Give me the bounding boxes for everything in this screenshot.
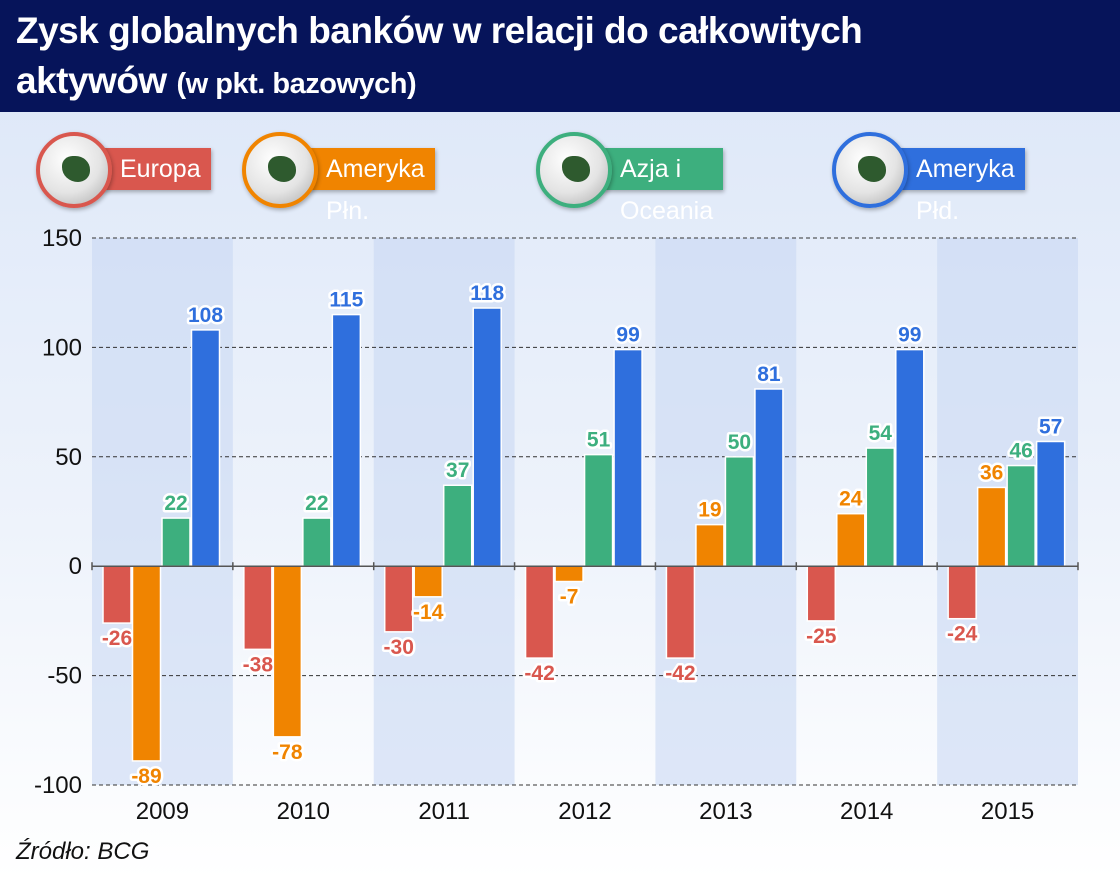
globe-asia-icon (536, 132, 612, 208)
data-label: 22 (164, 492, 187, 515)
bar-europa2011 (383, 565, 414, 633)
bar-ameryka-p-d-2014 (895, 348, 925, 567)
bar-ameryka-p-n-2014 (836, 512, 866, 567)
data-label: 24 (839, 488, 863, 511)
bar-ameryka-p-d-2010 (331, 313, 362, 567)
data-label: 118 (470, 282, 504, 305)
bar-ameryka-p-n-2009 (131, 565, 162, 762)
chart-title-unit: (w pkt. bazowych) (176, 68, 417, 100)
x-tick-label: 2015 (981, 798, 1034, 825)
data-label: 81 (757, 363, 781, 386)
data-label: 57 (1039, 415, 1062, 438)
y-tick-label: -100 (34, 772, 82, 799)
data-label: -78 (272, 741, 303, 764)
data-label: 50 (728, 431, 751, 454)
bar-ameryka-p-d-2011 (472, 307, 502, 567)
data-label: 54 (869, 422, 893, 445)
bar-ameryka-p-d-2009 (190, 329, 221, 567)
bar-ameryka-p-d-2013 (754, 388, 784, 567)
bar-europa2009 (102, 565, 132, 624)
source-note: Źródło: BCG (16, 838, 150, 865)
y-tick-label: 0 (69, 553, 82, 580)
data-label: -24 (947, 623, 978, 646)
bar-europa2013 (665, 565, 696, 659)
y-tick-label: 150 (42, 225, 82, 252)
data-label: -42 (524, 662, 554, 685)
band-2011 (373, 238, 515, 785)
data-label: -38 (243, 653, 274, 676)
bar-ameryka-p-d-2012 (613, 348, 643, 567)
chart-title-line2: aktywów (w pkt. bazowych) (16, 60, 417, 102)
data-label: 46 (1009, 440, 1032, 463)
chart-title-main: aktywów (16, 60, 167, 101)
bar-azja-i-oceania2015 (1006, 464, 1036, 567)
data-label: 22 (305, 492, 328, 515)
bar-europa2010 (243, 565, 273, 651)
bar-azja-i-oceania2013 (724, 456, 755, 567)
bar-azja-i-oceania2011 (442, 484, 473, 567)
x-tick-label: 2009 (136, 798, 189, 825)
y-tick-label: 100 (42, 334, 82, 361)
data-label: 51 (587, 429, 611, 452)
band-2015 (937, 238, 1078, 785)
data-label: 99 (616, 324, 639, 347)
bar-europa2012 (524, 565, 555, 659)
bar-azja-i-oceania2014 (865, 447, 896, 567)
bar-ameryka-p-n-2010 (272, 565, 303, 738)
data-label: -25 (806, 625, 837, 648)
bar-europa2014 (806, 565, 837, 622)
x-tick-label: 2013 (699, 798, 752, 825)
bar-azja-i-oceania2010 (302, 517, 332, 567)
y-tick-label: 50 (55, 444, 82, 471)
data-label: -30 (384, 636, 414, 659)
data-label: 37 (446, 459, 469, 482)
data-label: -26 (102, 627, 132, 650)
data-label: -42 (665, 662, 695, 685)
chart-title-line1: Zysk globalnych banków w relacji do całk… (16, 10, 863, 51)
bar-ameryka-p-d-2015 (1035, 440, 1066, 567)
data-label: -7 (560, 586, 579, 609)
data-label: 115 (329, 289, 363, 312)
data-label: -89 (131, 765, 161, 788)
x-tick-label: 2014 (840, 798, 893, 825)
x-tick-label: 2010 (277, 798, 330, 825)
band-2009 (92, 238, 233, 785)
globe-europe-icon (36, 132, 112, 208)
bar-ameryka-p-n-2011 (413, 565, 443, 598)
data-label: 99 (898, 324, 921, 347)
bar-ameryka-p-n-2015 (976, 486, 1007, 567)
bar-ameryka-p-n-2013 (695, 523, 725, 567)
data-label: -14 (413, 601, 444, 624)
bar-azja-i-oceania2012 (583, 453, 614, 567)
bar-europa2015 (947, 565, 977, 620)
y-tick-label: -50 (47, 663, 82, 690)
data-label: 108 (188, 304, 223, 327)
x-tick-label: 2012 (558, 798, 611, 825)
data-label: 19 (698, 499, 721, 522)
bar-azja-i-oceania2009 (161, 517, 191, 567)
data-label: 36 (980, 461, 1003, 484)
x-tick-label: 2011 (418, 798, 470, 825)
title-bar: Zysk globalnych banków w relacji do całk… (0, 0, 1120, 112)
globe-north-america-icon (242, 132, 318, 208)
band-2013 (655, 238, 797, 785)
bar-ameryka-p-n-2012 (554, 565, 584, 583)
globe-south-america-icon (832, 132, 908, 208)
